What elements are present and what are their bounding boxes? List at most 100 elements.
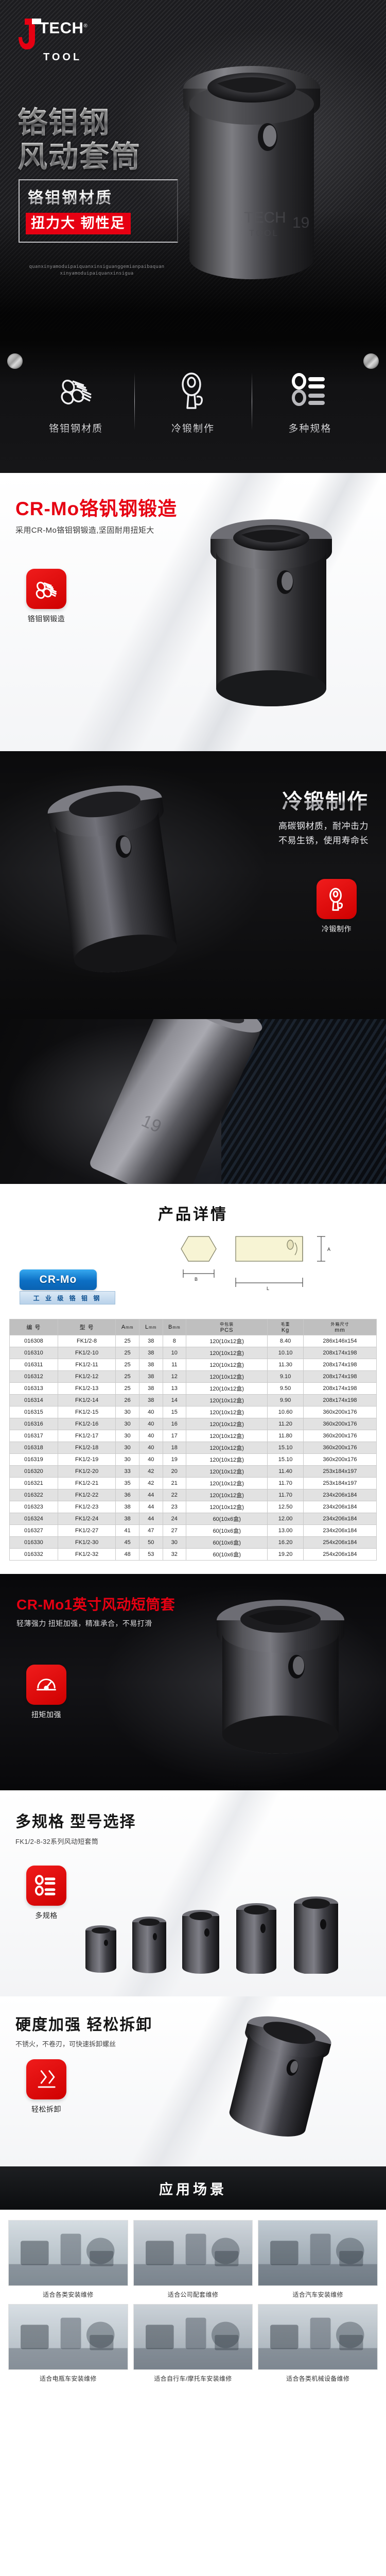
table-cell: 120(10x12盒) [186, 1465, 268, 1478]
table-cell: 24 [162, 1513, 187, 1525]
table-cell: 120(10x12盒) [186, 1406, 268, 1418]
crmo-heading: CR-Mo铬钒钢锻造 [15, 498, 178, 519]
application-cell: 适合各类安装维修 [8, 2220, 128, 2299]
table-cell: 016310 [9, 1347, 58, 1359]
table-cell: 38 [115, 1501, 139, 1513]
section-one-inch: CR-Mo1英寸风动短筒套 轻薄强力 扭矩加强，精准承合，不易打滑 扭矩加强 [0, 1574, 386, 1790]
torque-icon [26, 1665, 66, 1705]
table-row: 016319 FK1/2-19 30 40 19 120(10x12盒) 15.10 360x… [9, 1453, 377, 1466]
cold-heading: 冷锻制作 [278, 789, 369, 814]
table-cell: 016319 [9, 1453, 58, 1466]
feature-label: 铬钼钢材质 [17, 421, 134, 435]
table-cell: 120(10x12盒) [186, 1382, 268, 1395]
th-l: Lmm [138, 1319, 163, 1335]
application-photo [258, 2220, 378, 2286]
table-cell: 016320 [9, 1465, 58, 1478]
hard-text-block: 硬度加强 轻松拆卸 不锈火，不卷刃，可快速拆卸螺丝 [15, 2012, 152, 2048]
table-cell: 25 [115, 1347, 139, 1359]
forging-hammer-icon [317, 879, 357, 919]
table-cell: 38 [138, 1359, 163, 1371]
hard-subheading: 不锈火，不卷刃，可快速拆卸螺丝 [15, 2040, 116, 2048]
table-cell: 120(10x12盒) [186, 1489, 268, 1501]
table-cell: 120(10x12盒) [186, 1430, 268, 1442]
spec-table-head: 编 号 型 号 Amm Lmm Bmm 中包装 PCS 毛重 Kg 外箱尺寸 mm [9, 1319, 377, 1335]
table-cell: 016327 [9, 1524, 58, 1537]
spec-table-body: 016308 FK1/2-8 25 38 8 120(10x12盒) 8.40 286x146… [9, 1335, 377, 1561]
table-cell: 016324 [9, 1513, 58, 1525]
application-photo [8, 2220, 128, 2286]
application-caption: 适合汽车安装维修 [292, 2291, 343, 2298]
multi-subheading: FK1/2-8-32系列风动短套筒 [15, 1838, 99, 1845]
table-cell: 40 [138, 1442, 163, 1454]
table-cell: 15 [162, 1406, 187, 1418]
table-cell: FK1/2-12 [57, 1370, 116, 1383]
table-cell: 42 [138, 1477, 163, 1489]
table-cell: 016311 [9, 1359, 58, 1371]
application-caption: 适合自行车/摩托车安装维修 [154, 2375, 232, 2382]
table-cell: 14 [162, 1394, 187, 1406]
table-cell: FK1/2-14 [57, 1394, 116, 1406]
table-cell: FK1/2-20 [57, 1465, 116, 1478]
table-cell: FK1/2-16 [57, 1418, 116, 1430]
table-cell: 38 [138, 1335, 163, 1347]
table-cell: 16.20 [267, 1536, 304, 1549]
table-row: 016315 FK1/2-15 30 40 15 120(10x12盒) 10.60 360x… [9, 1406, 377, 1418]
hero-product-image: TECH TOOL 19 [167, 55, 337, 297]
inch-product-image [196, 1591, 365, 1772]
table-cell: 38 [115, 1513, 139, 1525]
crmo-text-block: CR-Mo铬钒钢锻造 采用CR-Mo铬钼钢锻造,坚固耐用扭矩大 [15, 498, 177, 535]
feature-label: 多种规格 [252, 421, 369, 435]
table-cell: 16 [162, 1418, 187, 1430]
cold-sub-line1: 高碳钢材质，耐冲击力 [278, 821, 369, 831]
crmo-product-image [186, 509, 356, 725]
table-cell: FK1/2-27 [57, 1524, 116, 1537]
table-cell: 120(10x12盒) [186, 1370, 268, 1383]
table-cell: 60(10x6盒) [186, 1548, 268, 1561]
inch-heading: CR-Mo1英寸风动短筒套 [16, 1597, 176, 1613]
brand-subname: TOOL [43, 52, 82, 63]
hero-tagline-highlight: 扭力大 韧性足 [26, 213, 131, 234]
table-cell: 21 [162, 1477, 187, 1489]
cold-text-block: 冷锻制作 高碳钢材质，耐冲击力 不易生锈，使用寿命长 [278, 789, 369, 848]
table-cell: 13.00 [267, 1524, 304, 1537]
table-cell: 15.10 [267, 1442, 304, 1454]
table-cell: 47 [138, 1524, 163, 1537]
table-cell: 44 [138, 1489, 163, 1501]
svg-text:TECH: TECH [244, 209, 286, 226]
table-cell: 10 [162, 1347, 187, 1359]
steel-bars-icon [26, 569, 66, 609]
table-cell: 12 [162, 1370, 187, 1383]
table-cell: 11.40 [267, 1465, 304, 1478]
table-row: 016312 FK1/2-12 25 38 12 120(10x12盒) 9.10 208x1… [9, 1370, 377, 1383]
crmo-badge: 铬钼钢锻造 [20, 569, 73, 624]
table-cell: 253x184x197 [303, 1465, 377, 1478]
table-cell: 40 [138, 1418, 163, 1430]
th-pcs: 中包装 PCS [186, 1319, 268, 1335]
technical-drawing: B L A [179, 1233, 364, 1311]
table-cell: 25 [115, 1359, 139, 1371]
table-row: 016317 FK1/2-17 30 40 17 120(10x12盒) 11.80 360x… [9, 1430, 377, 1442]
table-cell: 016312 [9, 1370, 58, 1383]
table-cell: FK1/2-17 [57, 1430, 116, 1442]
application-title: 应用场景 [0, 2166, 386, 2210]
hero-tagline-box: 铬钼钢材质 扭力大 韧性足 [19, 179, 178, 243]
table-cell: 208x174x198 [303, 1394, 377, 1406]
table-row: 016327 FK1/2-27 41 47 27 60(10x6盒) 13.00 234x20… [9, 1524, 377, 1537]
table-cell: 286x146x154 [303, 1335, 377, 1347]
table-cell: 33 [115, 1465, 139, 1478]
table-row: 016311 FK1/2-11 25 38 11 120(10x12盒) 11.30 208x… [9, 1359, 377, 1371]
application-grid: 适合各类安装维修 适合公司配套维修 适合汽车安装维修 适合电瓶车安装维修 适合自行车/摩… [0, 2210, 386, 2383]
table-cell: 45 [115, 1536, 139, 1549]
table-cell: 234x206x184 [303, 1501, 377, 1513]
table-cell: 208x174x198 [303, 1359, 377, 1371]
table-cell: 120(10x12盒) [186, 1442, 268, 1454]
table-cell: 53 [138, 1548, 163, 1561]
table-cell: 120(10x12盒) [186, 1347, 268, 1359]
table-row: 016332 FK1/2-32 48 53 32 60(10x6盒) 19.20 254x20… [9, 1548, 377, 1561]
table-cell: 11.20 [267, 1418, 304, 1430]
table-cell: 11.30 [267, 1359, 304, 1371]
table-cell: 11.70 [267, 1477, 304, 1489]
table-cell: 8.40 [267, 1335, 304, 1347]
th-number: 编 号 [9, 1319, 58, 1335]
table-cell: 360x200x176 [303, 1442, 377, 1454]
